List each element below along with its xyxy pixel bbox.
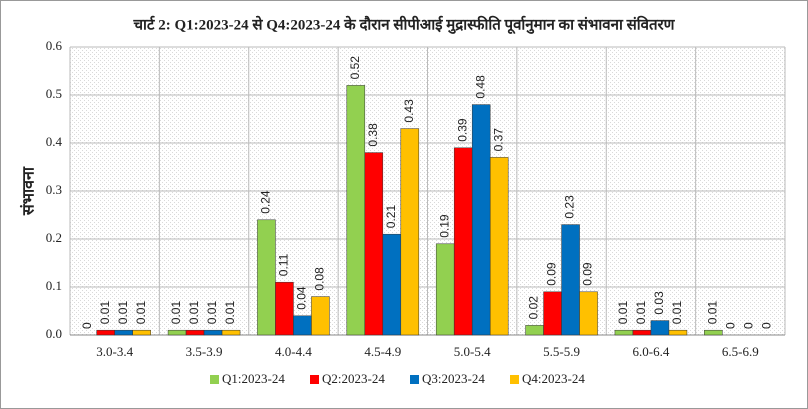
value-label: 0.43 — [402, 99, 416, 123]
value-label: 0.01 — [134, 301, 148, 325]
bar — [221, 329, 241, 336]
legend-swatch — [310, 375, 319, 384]
value-label: 0 — [741, 322, 755, 329]
bar — [167, 329, 187, 336]
value-label: 0.19 — [437, 214, 451, 238]
legend-swatch — [210, 375, 219, 384]
bar — [525, 325, 544, 336]
value-label: 0.52 — [348, 56, 362, 80]
bar — [257, 219, 276, 336]
bar — [632, 329, 652, 336]
bar — [704, 329, 723, 336]
bar — [311, 296, 330, 336]
bar — [561, 224, 580, 336]
bar — [203, 329, 223, 336]
x-tick-label: 4.5-4.9 — [364, 344, 401, 359]
value-label: 0.01 — [187, 301, 201, 325]
value-label: 0.01 — [705, 301, 719, 325]
value-label: 0.01 — [205, 301, 219, 325]
bar — [668, 329, 688, 336]
legend-label: Q3:2023-24 — [422, 371, 485, 386]
x-tick-label: 5.5-5.9 — [543, 344, 580, 359]
legend-swatch — [410, 375, 419, 384]
value-label: 0.01 — [98, 301, 112, 325]
x-tick-label: 4.0-4.4 — [275, 344, 312, 359]
value-label: 0.02 — [527, 296, 541, 320]
y-tick-label: 0.4 — [46, 134, 63, 149]
bar — [579, 291, 598, 336]
bar — [346, 85, 366, 336]
bar — [453, 147, 473, 336]
bar — [650, 320, 670, 336]
value-label: 0.04 — [295, 286, 309, 310]
value-label: 0 — [723, 322, 737, 329]
bar — [382, 233, 402, 336]
value-label: 0 — [759, 322, 773, 329]
value-label: 0.01 — [634, 301, 648, 325]
bar — [275, 281, 294, 336]
value-label: 0.24 — [259, 190, 273, 214]
bar — [185, 329, 205, 336]
value-label: 0.37 — [491, 128, 505, 152]
bar — [400, 128, 420, 336]
value-label: 0.38 — [366, 123, 380, 147]
bar — [293, 315, 312, 336]
x-tick-label: 6.0-6.4 — [633, 344, 670, 359]
y-tick-label: 0.3 — [46, 182, 62, 197]
chart-title: चार्ट 2: Q1:2023-24 से Q4:2023-24 के दौर… — [133, 15, 676, 34]
x-tick-label: 3.5-3.9 — [186, 344, 223, 359]
bar — [364, 152, 384, 336]
value-label: 0.01 — [223, 301, 237, 325]
value-label: 0.08 — [313, 267, 327, 291]
y-tick-label: 0.0 — [46, 326, 62, 341]
y-tick-label: 0.2 — [46, 230, 62, 245]
value-label: 0.01 — [670, 301, 684, 325]
bar — [96, 329, 115, 336]
legend-swatch — [510, 375, 519, 384]
value-label: 0.11 — [277, 253, 291, 276]
value-label: 0.09 — [581, 262, 595, 286]
x-tick-label: 5.0-5.4 — [454, 344, 491, 359]
bar — [132, 329, 151, 336]
bar — [435, 243, 455, 336]
x-tick-label: 3.0-3.4 — [96, 344, 133, 359]
bar — [471, 104, 491, 336]
y-tick-label: 0.5 — [46, 86, 62, 101]
value-label: 0.39 — [455, 118, 469, 142]
value-label: 0 — [80, 322, 94, 329]
y-tick-label: 0.1 — [46, 278, 62, 293]
y-tick-label: 0.6 — [46, 38, 63, 53]
value-label: 0.21 — [384, 205, 398, 229]
legend-label: Q2:2023-24 — [322, 371, 385, 386]
legend-label: Q1:2023-24 — [222, 371, 285, 386]
y-axis-label: संभावना — [20, 166, 38, 216]
value-label: 0.01 — [616, 301, 630, 325]
bar — [543, 291, 562, 336]
bar — [114, 329, 133, 336]
value-label: 0.01 — [169, 301, 183, 325]
bar — [489, 157, 509, 336]
value-label: 0.09 — [545, 262, 559, 286]
value-label: 0.01 — [116, 301, 130, 325]
legend-label: Q4:2023-24 — [522, 371, 585, 386]
bar — [614, 329, 634, 336]
x-tick-label: 6.5-6.9 — [722, 344, 759, 359]
value-label: 0.48 — [473, 75, 487, 99]
value-label: 0.03 — [652, 291, 666, 315]
value-label: 0.23 — [563, 195, 577, 219]
